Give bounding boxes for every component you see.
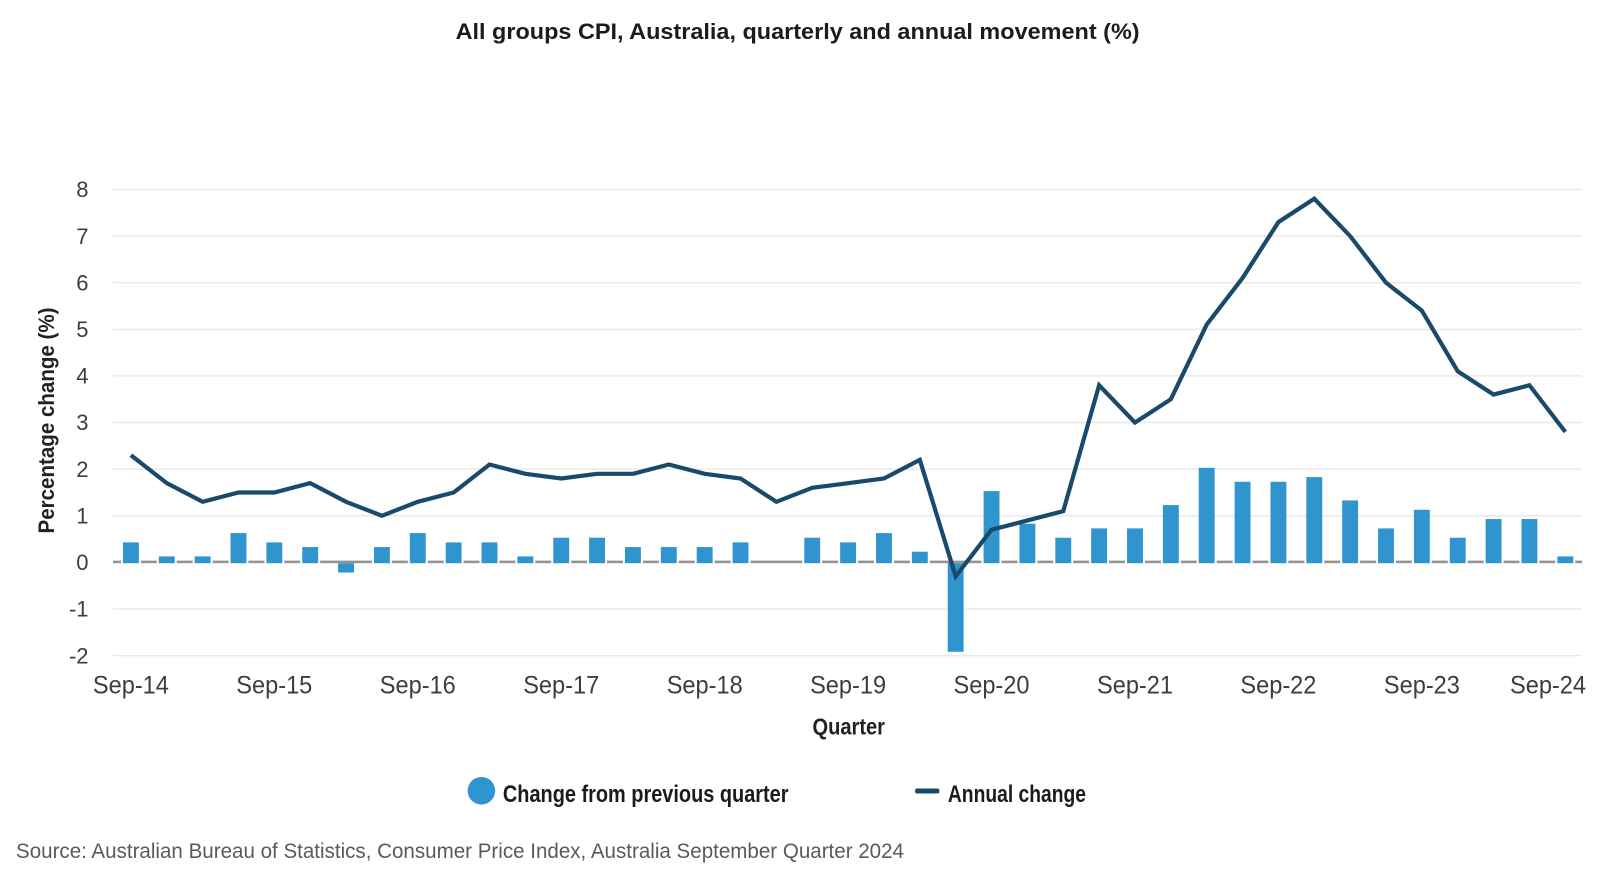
svg-text:Sep-21: Sep-21 — [1097, 672, 1173, 700]
svg-text:Sep-20: Sep-20 — [954, 672, 1030, 700]
svg-text:All groups CPI, Australia, qua: All groups CPI, Australia, quarterly and… — [456, 19, 1140, 44]
svg-text:2: 2 — [76, 457, 88, 482]
svg-text:4: 4 — [76, 364, 88, 389]
svg-text:Source: Australian Bureau of S: Source: Australian Bureau of Statistics,… — [16, 840, 904, 863]
svg-text:-1: -1 — [69, 597, 89, 622]
svg-text:Sep-18: Sep-18 — [667, 672, 743, 700]
svg-text:Sep-23: Sep-23 — [1384, 672, 1460, 700]
svg-text:Sep-17: Sep-17 — [523, 672, 599, 700]
svg-text:8: 8 — [76, 177, 88, 202]
svg-text:3: 3 — [76, 410, 88, 435]
svg-text:6: 6 — [76, 270, 88, 295]
svg-text:Sep-16: Sep-16 — [380, 672, 456, 700]
svg-text:Sep-19: Sep-19 — [810, 672, 886, 700]
svg-text:Change from previous quarter: Change from previous quarter — [503, 781, 789, 808]
svg-text:Percentage change (%): Percentage change (%) — [34, 308, 59, 534]
svg-text:Sep-14: Sep-14 — [93, 672, 169, 700]
svg-text:Quarter: Quarter — [813, 713, 886, 739]
svg-text:Sep-22: Sep-22 — [1240, 672, 1316, 700]
svg-text:1: 1 — [76, 504, 88, 529]
svg-text:Sep-24: Sep-24 — [1510, 672, 1586, 700]
svg-text:Annual change: Annual change — [948, 781, 1086, 808]
svg-text:Sep-15: Sep-15 — [236, 672, 312, 700]
svg-text:-2: -2 — [69, 643, 89, 668]
svg-text:0: 0 — [76, 550, 88, 575]
svg-text:5: 5 — [76, 317, 88, 342]
svg-text:7: 7 — [76, 224, 88, 249]
